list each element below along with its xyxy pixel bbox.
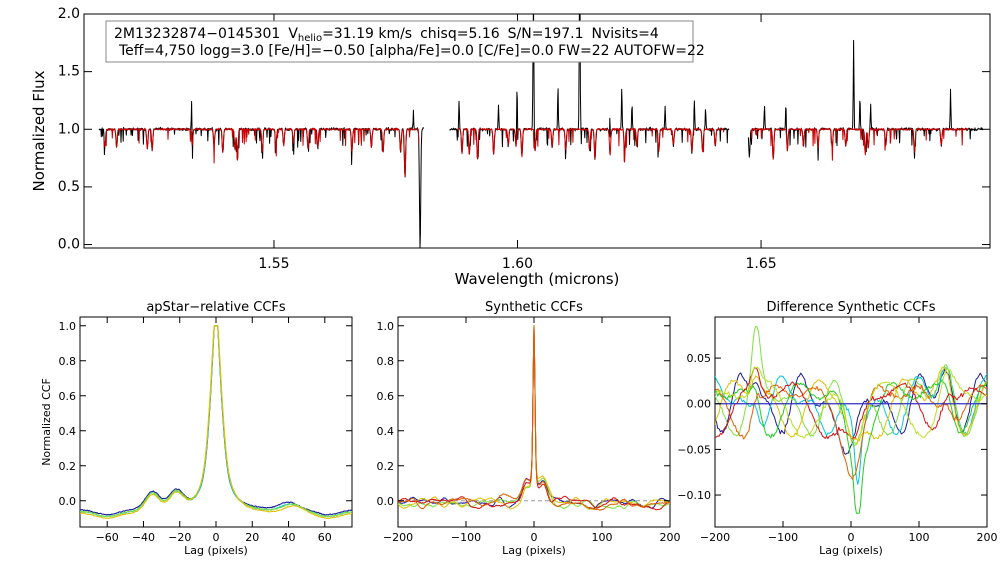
- x-tick-label: 1.55: [258, 256, 289, 272]
- spectrum-panel: 1.55 1.60 1.65 0.0 0.5 1.0 1.5 2.0 Wavelength (m…: [30, 6, 991, 288]
- synthetic-ccf-axes: −200 −100 0 100 200 0.0 0.2 0.4 0.6 0.8 1.0 Synthet…: [377, 300, 681, 557]
- x-tick-label: 0: [213, 531, 220, 544]
- x-tick-label: −20: [168, 531, 191, 544]
- ccf-series-diff-2: [715, 367, 987, 485]
- info-line-2: Teff=4,750 logg=3.0 [Fe/H]=−0.50 [alpha/…: [118, 43, 705, 59]
- ccf-series-diff-8: [715, 366, 987, 446]
- y-tick-label: 0.00: [687, 398, 712, 411]
- x-tick-label: −60: [96, 531, 119, 544]
- x-tick-label: 1.65: [745, 256, 776, 272]
- y-tick-label: 0.0: [58, 237, 80, 253]
- y-tick-label: 0.6: [377, 390, 395, 403]
- ccf-series-diff-6: [715, 384, 987, 480]
- x-tick-label: 0: [531, 531, 538, 544]
- x-tick-label: 1.60: [502, 256, 533, 272]
- chart-title: Difference Synthetic CCFs: [766, 300, 935, 315]
- y-tick-label: −0.05: [677, 443, 711, 456]
- model-spectrum-chip-2: [457, 127, 725, 163]
- ccf-series-diff-5: [715, 379, 987, 514]
- y-tick-label: 1.0: [59, 320, 77, 333]
- x-tick-label: −100: [768, 531, 798, 544]
- y-tick-label: 0.05: [687, 352, 712, 365]
- difference-ccf-panel: −200 −100 0 100 200 −0.10 −0.05 0.00 0.05 Differe…: [677, 300, 997, 557]
- difference-ccf-axes: −200 −100 0 100 200 −0.10 −0.05 0.00 0.05 Differe…: [677, 300, 997, 557]
- star-id: 2M13232874−0145301: [114, 26, 280, 42]
- y-tick-label: 0.4: [59, 425, 77, 438]
- ccf-series-visit-5: [398, 325, 670, 511]
- ccf-series-diff-1: [715, 368, 987, 455]
- x-tick-label: 200: [977, 531, 998, 544]
- x-tick-label: −200: [700, 531, 730, 544]
- spectrum-plot-area: [98, 14, 984, 248]
- synthetic-ccf-plot-area: [398, 325, 670, 511]
- apstar-ccf-plot-area: [80, 325, 352, 520]
- apstar-ccf-frame: [79, 316, 353, 528]
- model-spectrum-chip-1: [104, 127, 420, 177]
- y-tick-label: 0.5: [58, 179, 80, 195]
- y-tick-label: 0.4: [377, 425, 395, 438]
- x-axis-label: Lag (pixels): [184, 544, 248, 557]
- y-tick-label: 0.8: [377, 355, 395, 368]
- x-tick-label: 0: [848, 531, 855, 544]
- y-tick-label: 1.5: [58, 64, 80, 80]
- spectrum-axes: 1.55 1.60 1.65 0.0 0.5 1.0 1.5 2.0 Wavelength (m…: [30, 6, 990, 288]
- y-tick-label: 0.8: [59, 355, 77, 368]
- ccf-series-visit-3: [80, 325, 352, 518]
- y-axis-label: Normalized Flux: [30, 70, 48, 191]
- chisq-value: chisq=5.16: [420, 26, 500, 42]
- x-tick-label: −200: [383, 531, 413, 544]
- x-axis-label: Wavelength (microns): [455, 270, 620, 288]
- y-tick-label: 0.2: [377, 460, 395, 473]
- ccf-series-diff-3: [715, 325, 987, 448]
- x-tick-label: 20: [245, 531, 259, 544]
- ccf-series-visit-4: [80, 325, 352, 520]
- y-tick-label: 0.2: [59, 460, 77, 473]
- y-tick-label: 0.6: [59, 390, 77, 403]
- y-axis-label: Normalized CCF: [40, 378, 53, 466]
- snr-value: S/N=197.1: [508, 26, 584, 42]
- nvisits-value: Nvisits=4: [592, 26, 659, 42]
- x-tick-label: −40: [132, 531, 155, 544]
- y-tick-label: −0.10: [677, 489, 711, 502]
- x-axis-label: Lag (pixels): [819, 544, 883, 557]
- ccf-series-visit-1: [80, 325, 352, 516]
- chart-title: Synthetic CCFs: [485, 300, 583, 315]
- chart-title: apStar−relative CCFs: [146, 300, 286, 315]
- vhelio-subscript: helio: [298, 33, 322, 44]
- y-tick-label: 1.0: [377, 320, 395, 333]
- x-tick-label: 40: [282, 531, 296, 544]
- spectrum-frame: [83, 13, 991, 249]
- y-tick-label: 2.0: [58, 6, 80, 22]
- y-tick-label: 1.0: [58, 121, 80, 137]
- vhelio-prefix: V: [288, 26, 298, 42]
- difference-ccf-plot-area: [715, 325, 987, 514]
- x-tick-label: 200: [660, 531, 681, 544]
- y-tick-label: 0.0: [59, 495, 77, 508]
- info-box: [105, 20, 694, 63]
- y-tick-label: 0.0: [377, 495, 395, 508]
- ccf-series-visit-2: [80, 325, 352, 518]
- model-spectrum-chip-3: [750, 127, 969, 161]
- info-line-1: 2M13232874−0145301 Vhelio=31.19 km/s chisq…: [114, 26, 659, 44]
- apstar-ccf-axes: −60 −40 −20 0 20 40 60 0.0 0.2 0.4 0.6 0.8 1.0 apStar…: [40, 300, 352, 557]
- vhelio-value: =31.19 km/s: [322, 26, 412, 42]
- synthetic-ccf-panel: −200 −100 0 100 200 0.0 0.2 0.4 0.6 0.8 1.0 Synthet…: [377, 300, 681, 557]
- observed-spectrum-chip-1: [98, 101, 424, 248]
- x-tick-label: 60: [318, 531, 332, 544]
- x-axis-label: Lag (pixels): [502, 544, 566, 557]
- apstar-ccf-panel: −60 −40 −20 0 20 40 60 0.0 0.2 0.4 0.6 0.8 1.0 apStar…: [40, 300, 353, 557]
- x-tick-label: 100: [909, 531, 930, 544]
- x-tick-label: 100: [592, 531, 613, 544]
- x-tick-label: −100: [451, 531, 481, 544]
